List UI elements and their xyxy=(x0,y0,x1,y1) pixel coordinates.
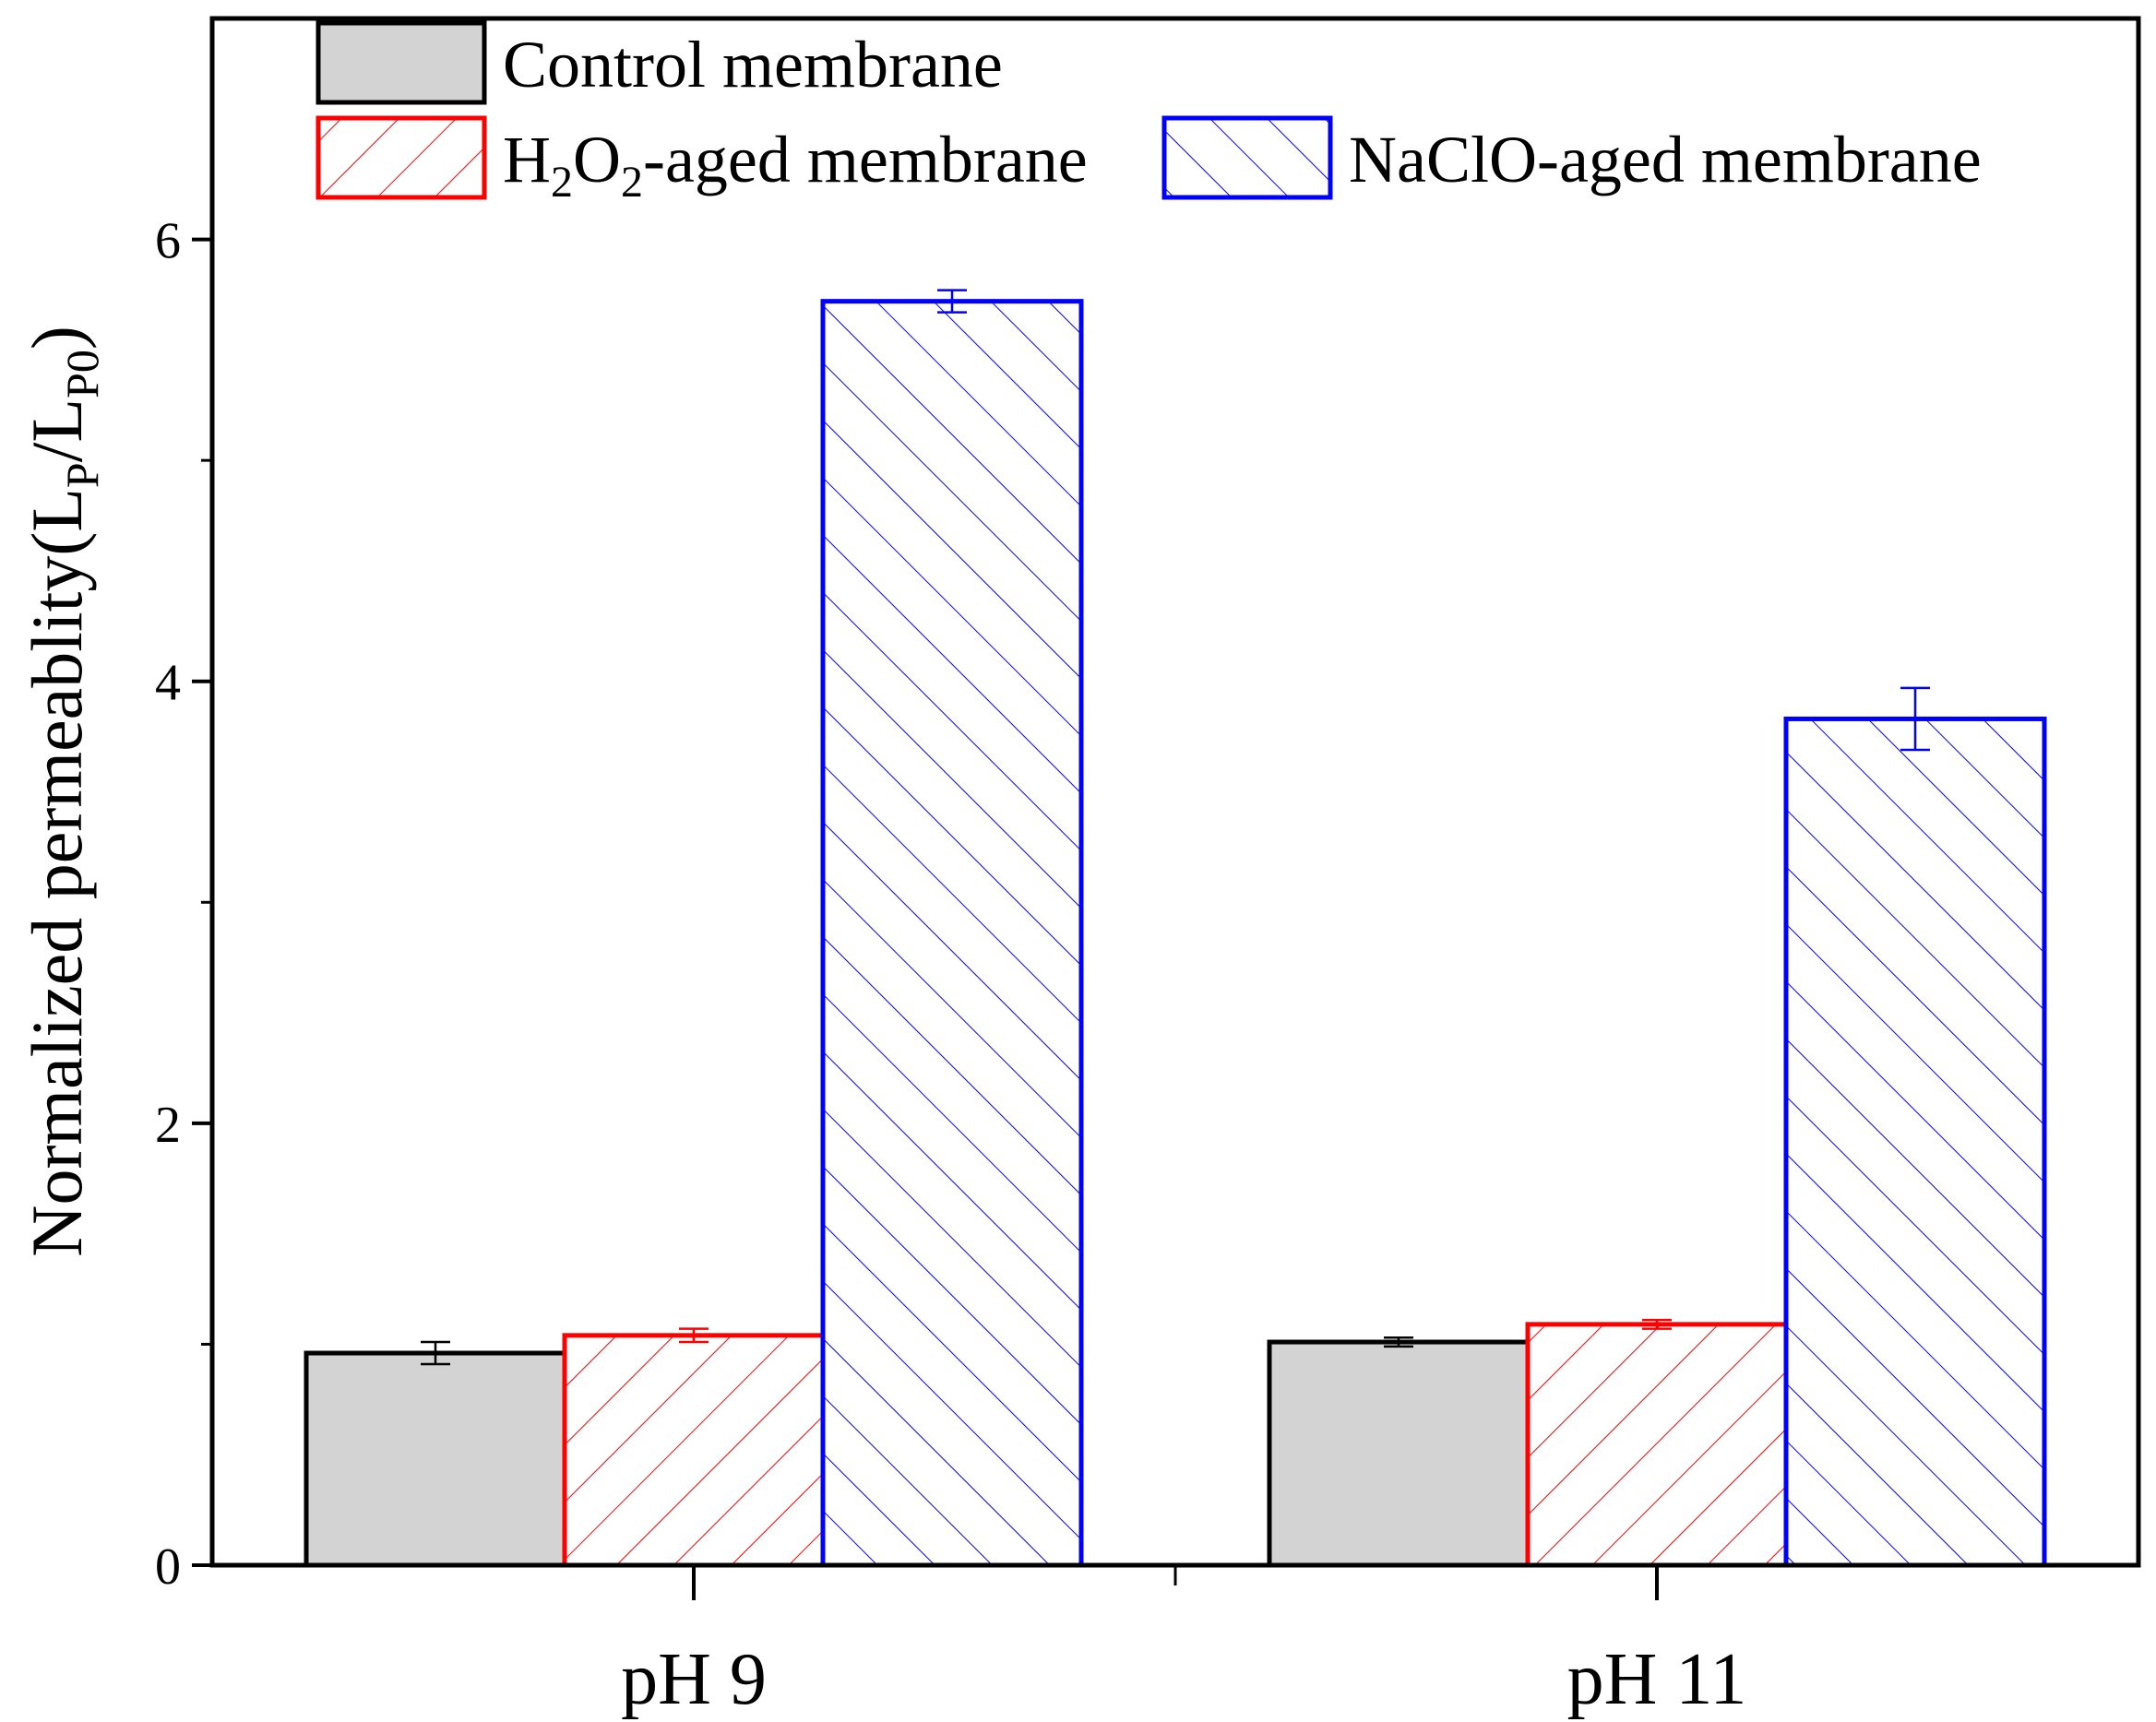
y-axis: 0 2 4 6 xyxy=(155,213,212,1596)
legend-swatch xyxy=(316,115,487,200)
legend-swatch xyxy=(316,20,487,105)
bar-naclo-aged-membrane-1 xyxy=(1783,716,2047,1568)
bar-h2o2-aged-membrane-1 xyxy=(1525,1322,1789,1568)
y-tick-label: 6 xyxy=(155,213,181,270)
legend-swatch xyxy=(1161,115,1333,200)
legend-label: H2O2-aged membrane xyxy=(503,123,1088,207)
y-tick-label: 2 xyxy=(155,1097,181,1154)
x-tick-label: pH 11 xyxy=(1567,1639,1747,1720)
error-bar xyxy=(1900,686,1930,752)
error-bar xyxy=(937,289,967,314)
legend-item: NaClO-aged membrane xyxy=(1161,115,1982,200)
y-tick-label: 4 xyxy=(155,655,181,712)
legend-item: Control membrane xyxy=(316,20,1003,105)
y-axis-label: Normalized permeablity(LP/LP0) xyxy=(17,326,108,1257)
error-bar xyxy=(421,1340,450,1366)
x-axis: pH 9 pH 11 xyxy=(621,1565,1746,1720)
bar-control-membrane-1 xyxy=(1267,1339,1531,1568)
y-tick-label: 0 xyxy=(155,1538,181,1596)
bar-h2o2-aged-membrane-0 xyxy=(562,1333,826,1568)
error-bar xyxy=(1642,1318,1672,1330)
error-bar xyxy=(679,1327,709,1344)
legend-label: NaClO-aged membrane xyxy=(1349,123,1982,196)
legend-label: Control membrane xyxy=(503,28,1003,101)
error-bar xyxy=(1384,1336,1413,1348)
error-bars-layer xyxy=(421,289,1930,1366)
bars-layer xyxy=(304,299,2047,1568)
bar-naclo-aged-membrane-0 xyxy=(820,299,1084,1568)
bar-control-membrane-0 xyxy=(304,1350,567,1568)
legend: Control membrane H2O2-aged membrane NaClO-… xyxy=(316,20,1982,207)
legend-item: H2O2-aged membrane xyxy=(316,115,1088,207)
x-tick-label: pH 9 xyxy=(621,1639,767,1720)
